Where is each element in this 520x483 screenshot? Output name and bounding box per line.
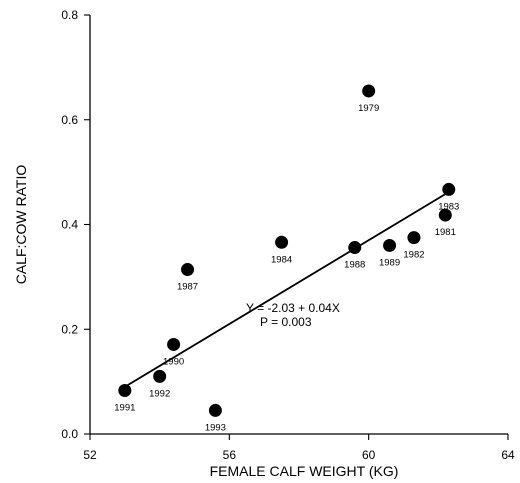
y-tick-label: 0.6 (61, 113, 78, 127)
data-point (362, 84, 376, 98)
data-point (348, 241, 362, 255)
data-point (407, 231, 421, 245)
data-point (438, 208, 452, 222)
data-point (181, 263, 195, 277)
data-point (167, 337, 181, 351)
point-year-label: 1983 (438, 201, 459, 212)
y-tick-label: 0.8 (61, 8, 78, 22)
regression-equation: Y = -2.03 + 0.04X (246, 301, 340, 315)
ticks: 0.0 0.2 0.4 0.6 0.8 52 56 60 64 (61, 8, 515, 462)
point-year-label: 1992 (149, 388, 170, 399)
data-point (153, 369, 167, 383)
x-tick-label: 56 (223, 448, 237, 462)
y-axis-title: CALF:COW RATIO (13, 165, 29, 285)
x-tick-label: 52 (83, 448, 97, 462)
data-point (442, 182, 456, 196)
point-year-label: 1982 (403, 250, 424, 261)
x-axis-title: FEMALE CALF WEIGHT (KG) (210, 463, 399, 479)
data-point (208, 403, 222, 417)
data-point (383, 238, 397, 252)
point-year-label: 1988 (344, 260, 365, 271)
y-tick-label: 0.4 (61, 218, 78, 232)
x-tick-label: 64 (501, 448, 515, 462)
point-year-label: 1990 (163, 356, 184, 367)
point-year-label: 1989 (379, 257, 400, 268)
data-point (118, 384, 132, 398)
point-year-label: 1991 (114, 403, 135, 414)
point-year-label: 1987 (177, 282, 198, 293)
point-year-label: 1981 (435, 227, 456, 238)
p-value-annotation: P = 0.003 (260, 315, 312, 329)
point-year-label: 1984 (271, 254, 292, 265)
regression-line (124, 193, 446, 388)
point-year-label: 1979 (358, 103, 379, 114)
y-tick-label: 0.2 (61, 322, 78, 336)
point-year-label: 1993 (205, 422, 226, 433)
y-tick-label: 0.0 (61, 427, 78, 441)
x-tick-label: 60 (362, 448, 376, 462)
data-point (275, 235, 289, 249)
